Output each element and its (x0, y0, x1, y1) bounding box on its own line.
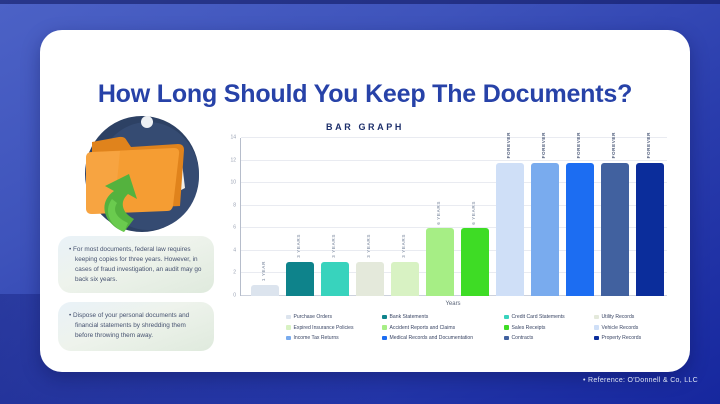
legend-item: Purchase Orders (286, 314, 372, 320)
y-tick-label: 10 (230, 179, 236, 186)
bar-duration-label: FOREVER (646, 132, 651, 159)
bar-duration-label: 3 YEARS (296, 234, 301, 259)
legend-item: Utility Records (594, 314, 666, 320)
legend-label: Bank Statements (389, 314, 429, 320)
y-tick-label: 14 (230, 134, 236, 141)
folder-icon-svg (85, 116, 199, 232)
bar-duration-label: 6 YEARS (436, 200, 441, 225)
legend-item: Accident Reports and Claims (382, 325, 494, 331)
gridline (241, 249, 667, 251)
legend-swatch (504, 335, 509, 341)
gridline (241, 204, 667, 206)
legend-swatch (504, 325, 509, 330)
bar-income-tax-returns (531, 162, 559, 296)
gridline (241, 272, 667, 274)
y-tick-label: 12 (230, 157, 236, 164)
y-tick-label: 6 (233, 224, 236, 231)
legend-item: Income Tax Returns (286, 335, 372, 341)
bar-duration-label: FOREVER (611, 132, 616, 159)
legend-item: Vehicle Records (594, 325, 666, 331)
bar-duration-label: 6 YEARS (471, 200, 476, 225)
chart-subtitle: BAR GRAPH (326, 122, 404, 132)
x-axis-label: Years (445, 301, 461, 307)
legend-item: Expired Insurance Policies (286, 325, 372, 331)
bar-purchase-orders (251, 284, 279, 296)
gridline (241, 227, 667, 229)
bar-duration-label: 3 YEARS (401, 234, 406, 259)
note-box-retention: • For most documents, federal law requir… (58, 236, 214, 293)
content-card: How Long Should You Keep The Documents? … (40, 30, 690, 372)
y-tick-label: 4 (233, 247, 236, 254)
legend-swatch (594, 314, 599, 320)
bar-duration-label: 1 YEAR (261, 260, 266, 281)
legend-item: Bank Statements (382, 314, 494, 320)
legend-swatch (504, 314, 509, 320)
bar-duration-label: FOREVER (576, 132, 581, 159)
bar-medical-records-and-documentation (566, 162, 594, 296)
legend-item: Sales Receipts (504, 325, 584, 331)
gridline (241, 295, 667, 296)
legend-swatch (286, 314, 291, 320)
reference-text: • Reference: O'Donnell & Co, LLC (583, 377, 698, 384)
bar-accident-reports-and-claims (426, 228, 454, 296)
note-text: • Dispose of your personal documents and… (69, 312, 190, 339)
bar-vehicle-records (496, 162, 524, 296)
bar-property-records (636, 162, 664, 296)
y-tick-label: 2 (233, 269, 236, 276)
legend-item: Contracts (504, 335, 584, 341)
bar-duration-label: FOREVER (506, 132, 511, 159)
bar-utility-records (356, 262, 384, 296)
y-tick-label: 0 (233, 292, 236, 299)
bar-contracts (601, 162, 629, 296)
y-tick-label: 8 (233, 202, 236, 209)
folder-refresh-3d-icon (62, 106, 212, 236)
legend-swatch (382, 325, 387, 330)
legend-swatch (382, 314, 387, 320)
y-axis-ticks: 0 2 4 6 8 10 12 14 (218, 134, 236, 299)
plot-area: 1 YEAR 3 YEARS 3 YEARS 3 YEARS 3 YEARS 6 YEAR… (240, 132, 667, 296)
legend-label: Contracts (511, 335, 534, 341)
legend-swatch (594, 335, 599, 341)
legend-label: Accident Reports and Claims (389, 324, 456, 331)
gridline (241, 137, 667, 138)
bar-duration-label: FOREVER (541, 132, 546, 159)
legend-label: Vehicle Records (601, 324, 639, 331)
bar-expired-insurance-policies (391, 262, 419, 296)
bar-duration-label: 3 YEARS (366, 234, 371, 259)
bar-duration-label: 3 YEARS (331, 234, 336, 259)
chart-legend: Purchase Orders Bank Statements Credit Car… (286, 314, 666, 341)
note-text: • For most documents, federal law requir… (69, 246, 202, 283)
legend-label: Medical Records and Documentation (389, 335, 474, 341)
bar-chart: 0 2 4 6 8 10 12 14 1 YEAR 3 YEARS 3 YEARS 3 YEARS 3… (40, 30, 690, 372)
legend-label: Property Records (601, 335, 642, 341)
legend-label: Expired Insurance Policies (293, 324, 354, 331)
gridline (241, 159, 667, 161)
legend-label: Purchase Orders (293, 314, 333, 320)
bar-bank-statements (286, 262, 314, 296)
legend-swatch (286, 325, 291, 330)
note-box-disposal: • Dispose of your personal documents and… (58, 302, 214, 351)
legend-item: Property Records (594, 335, 666, 341)
legend-swatch (382, 335, 387, 341)
bar-credit-card-statements (321, 262, 349, 296)
legend-swatch (594, 325, 599, 330)
gridline (241, 182, 667, 184)
legend-swatch (286, 335, 291, 341)
legend-item: Credit Card Statements (504, 314, 584, 320)
bar-sales-receipts (461, 228, 489, 296)
legend-label: Sales Receipts (511, 324, 546, 331)
legend-label: Utility Records (601, 314, 635, 320)
legend-item: Medical Records and Documentation (382, 335, 494, 341)
background-top-edge (0, 0, 720, 4)
page-title: How Long Should You Keep The Documents? (97, 80, 633, 108)
legend-label: Income Tax Returns (293, 335, 339, 341)
legend-label: Credit Card Statements (511, 314, 565, 320)
